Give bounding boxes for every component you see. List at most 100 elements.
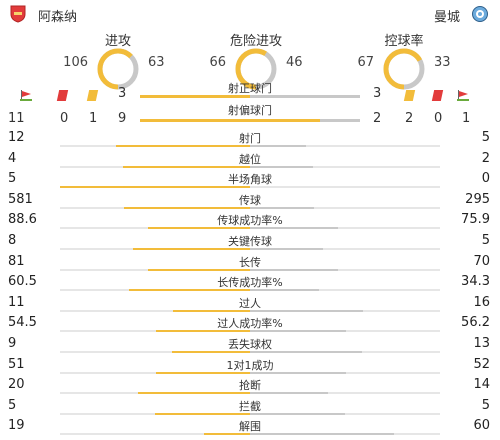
arsenal-badge-icon (10, 5, 26, 23)
stat-home-value: 581 (8, 191, 33, 207)
stat-home-value: 4 (8, 150, 17, 166)
stat-row: 581 传球 295 (0, 190, 500, 211)
stats-list: 12 射门 5 4 越位 2 5 半场角球 0 581 传球 295 88.6 传球成功率% 75.9 8 关键… (0, 128, 500, 437)
stat-bar-away (250, 247, 323, 250)
yellow-card-icon (403, 90, 416, 101)
ring-chart (235, 48, 277, 90)
stat-home-value: 88.6 (8, 212, 37, 228)
stat-bar-home (129, 289, 250, 292)
stat-home-value: 8 (8, 232, 17, 248)
stat-bar-home (155, 412, 250, 415)
stat-away-value: 52 (473, 356, 490, 372)
stat-bar-away (250, 392, 328, 395)
ring-away-value: 33 (434, 55, 451, 70)
stat-bar-away (250, 412, 345, 415)
home-yellow-value: 1 (89, 111, 98, 126)
home-team-name: 阿森纳 (38, 10, 78, 25)
stat-row: 20 抢断 14 (0, 375, 500, 396)
stat-home-value: 11 (8, 294, 25, 310)
stat-away-value: 2 (481, 150, 490, 166)
ring-home-value: 66 (209, 55, 226, 70)
stat-bar-home (148, 268, 250, 271)
stat-row: 9 丢失球权 13 (0, 334, 500, 355)
stat-track-away (250, 412, 440, 415)
stat-away-value: 16 (473, 294, 490, 310)
stat-row: 19 解围 60 (0, 416, 500, 437)
corner-flag-icon (457, 90, 469, 101)
stat-away-value: 5 (481, 130, 490, 145)
stat-bar-home (173, 309, 250, 312)
stat-row: 51 1对1成功 52 (0, 355, 500, 376)
stat-away-value: 14 (473, 377, 490, 393)
home-red-value: 0 (60, 111, 69, 126)
home-on-target-value: 3 (118, 86, 127, 101)
stat-bar-away (250, 371, 346, 374)
stat-label: 长传 (239, 255, 261, 269)
stat-row: 5 拦截 5 (0, 396, 500, 417)
stat-home-value: 9 (8, 335, 17, 351)
stat-row: 8 关键传球 5 (0, 231, 500, 252)
yellow-card-icon (86, 90, 99, 101)
stat-label: 传球 (239, 193, 261, 207)
stat-bar-home (133, 247, 250, 250)
stat-track-away (250, 247, 440, 250)
stat-bar-home (156, 371, 250, 374)
stat-away-value: 5 (481, 397, 490, 413)
stat-track-away (250, 145, 440, 147)
ring-home-arc (235, 48, 277, 90)
ring-away-value: 46 (286, 55, 303, 70)
stat-bar-home (204, 433, 250, 436)
stat-bar-away (250, 289, 319, 292)
stat-label: 关键传球 (228, 234, 272, 248)
stat-away-value: 295 (465, 191, 490, 207)
stat-bar-home (156, 330, 250, 333)
stat-label: 丢失球权 (228, 337, 272, 351)
stat-home-value: 51 (8, 356, 25, 372)
away-team-name: 曼城 (433, 10, 460, 25)
stat-track-away (250, 165, 440, 168)
stat-track-away (250, 186, 440, 189)
stat-away-value: 13 (473, 335, 490, 351)
stat-track-away (250, 268, 440, 271)
away-red-value: 0 (434, 111, 443, 126)
ring-away-value: 63 (148, 55, 165, 70)
match-header: 阿森纳 曼城 (0, 0, 500, 30)
stat-label: 抢断 (239, 379, 261, 393)
on-target-bar-home (140, 95, 250, 98)
ring-home-arc (97, 48, 139, 90)
stat-row: 60.5 长传成功率% 34.3 (0, 272, 500, 293)
attack-ring-group: 进攻 106 63 (48, 30, 188, 90)
stat-track-home (60, 350, 250, 353)
stat-bar-home (116, 145, 250, 147)
corner-flag-icon (20, 90, 32, 101)
stat-track-home (60, 309, 250, 312)
stat-label: 传球成功率% (217, 214, 283, 228)
stat-track-away (250, 289, 440, 292)
stat-row: 12 射门 5 (0, 128, 500, 149)
stat-label: 半场角球 (228, 173, 272, 187)
dangerous-attack-ring-group: 危险进攻 66 46 (186, 30, 326, 90)
stat-home-value: 19 (8, 418, 25, 434)
ring-home-value: 67 (357, 55, 374, 70)
stat-bar-away (250, 309, 363, 312)
stat-bar-away (250, 350, 362, 353)
shots-off-target-row: 11 0 1 9 射偏球门 2 2 0 1 (0, 104, 500, 128)
away-on-target-value: 3 (373, 86, 382, 101)
stat-bar-away (250, 268, 338, 271)
stat-away-value: 60 (473, 418, 490, 434)
stat-away-value: 56.2 (461, 315, 490, 331)
home-off-target-value: 9 (118, 111, 127, 126)
stat-bar-away (250, 330, 346, 333)
stat-bar-home (172, 350, 250, 353)
stat-label: 长传成功率% (217, 276, 283, 290)
stat-row: 88.6 传球成功率% 75.9 (0, 210, 500, 231)
stat-home-value: 60.5 (8, 274, 37, 290)
on-target-bar-track (140, 95, 360, 98)
stat-home-value: 5 (8, 397, 17, 413)
stat-away-value: 5 (481, 232, 490, 248)
shots-on-target-label: 射正球门 (228, 82, 272, 95)
stat-home-value: 81 (8, 253, 25, 269)
stat-away-value: 0 (481, 171, 490, 187)
ring-chart (383, 48, 425, 90)
ring-chart (97, 48, 139, 90)
